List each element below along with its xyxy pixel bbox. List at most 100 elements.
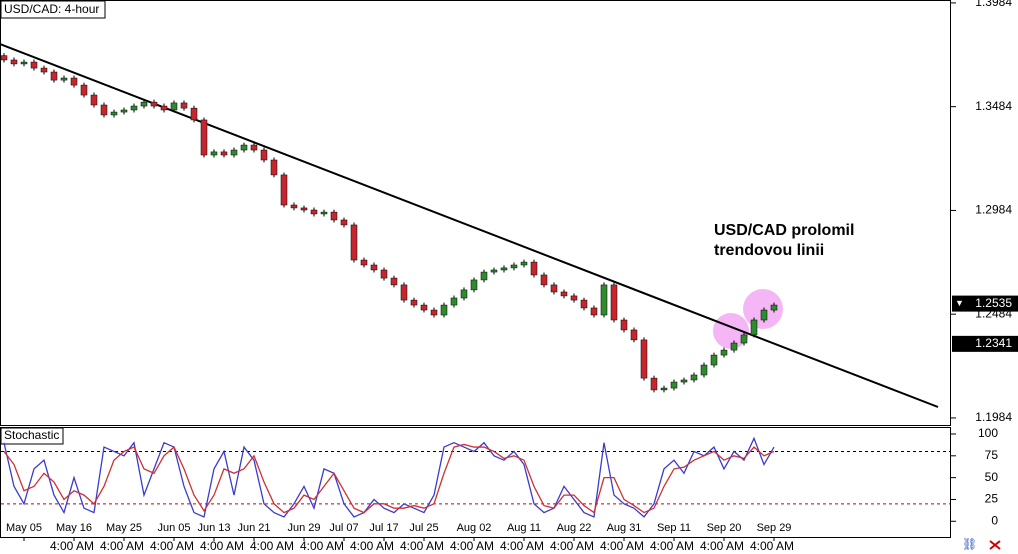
candle-body bbox=[300, 207, 308, 211]
candle-body bbox=[510, 264, 518, 269]
x-tick-label: Aug 22 bbox=[557, 522, 592, 534]
time-label: 4:00 AM bbox=[500, 539, 544, 553]
candle-body bbox=[210, 151, 218, 156]
candle-body bbox=[580, 299, 588, 309]
x-tick-label: May 16 bbox=[56, 522, 92, 534]
time-label: 4:00 AM bbox=[250, 539, 294, 553]
x-tick-label: Jul 17 bbox=[369, 522, 398, 534]
candle-body bbox=[280, 174, 288, 206]
y-tick-label: 100 bbox=[978, 426, 998, 440]
candle-body bbox=[200, 119, 208, 156]
last-price-icon: ▼ bbox=[955, 298, 964, 308]
candle-body bbox=[330, 211, 338, 221]
candle-body bbox=[610, 284, 618, 321]
candle-body bbox=[410, 299, 418, 306]
stoch-title: Stochastic bbox=[4, 428, 59, 442]
y-tick-label: 0 bbox=[991, 513, 998, 527]
time-label: 4:00 AM bbox=[150, 539, 194, 553]
candle-body bbox=[80, 84, 88, 96]
candle-body bbox=[620, 319, 628, 331]
title-box bbox=[0, 0, 106, 19]
candle-body bbox=[230, 149, 238, 156]
candle-body bbox=[550, 284, 558, 293]
candle-body bbox=[710, 354, 718, 366]
candle-body bbox=[250, 144, 258, 151]
x-tick-label: Aug 11 bbox=[507, 522, 541, 534]
candle-body bbox=[640, 339, 648, 379]
candle-body bbox=[190, 107, 198, 121]
link-icon[interactable] bbox=[959, 538, 981, 552]
x-tick-label: Sep 20 bbox=[707, 522, 742, 534]
candle-body bbox=[630, 329, 638, 341]
marker-price-label: 1.2341 bbox=[975, 336, 1012, 350]
candle-body bbox=[350, 224, 358, 261]
candles bbox=[0, 53, 778, 393]
candle-body bbox=[650, 377, 658, 391]
candle-body bbox=[60, 77, 68, 81]
candle-body bbox=[160, 105, 168, 111]
candle-body bbox=[400, 284, 408, 301]
stoch-title-box bbox=[0, 427, 64, 445]
annotation: USD/CAD prolomil bbox=[714, 222, 854, 239]
candle-body bbox=[480, 271, 488, 281]
candle-body bbox=[30, 61, 38, 69]
candle-body bbox=[590, 307, 598, 316]
marker-price-tag bbox=[952, 335, 1018, 352]
x-tick-label: Jun 29 bbox=[287, 522, 320, 534]
close-icon[interactable] bbox=[989, 540, 1001, 550]
candle-body bbox=[700, 364, 708, 376]
x-tick-label: Jul 25 bbox=[409, 522, 438, 534]
time-label: 4:00 AM bbox=[300, 539, 344, 553]
candle-body bbox=[90, 94, 98, 106]
stoch-panel bbox=[0, 427, 951, 538]
x-tick-label: Sep 29 bbox=[757, 522, 792, 534]
y-tick-label: 1.1984 bbox=[975, 410, 1012, 424]
stoch-line bbox=[3, 443, 775, 514]
candle-body bbox=[560, 291, 568, 297]
candle-body bbox=[430, 309, 438, 316]
time-label: 4:00 AM bbox=[600, 539, 644, 553]
candle-body bbox=[440, 304, 448, 316]
candle-body bbox=[690, 374, 698, 381]
candle-body bbox=[750, 319, 758, 336]
y-tick-label: 1.2984 bbox=[975, 203, 1012, 217]
candle-body bbox=[310, 209, 318, 215]
time-label: 4:00 AM bbox=[550, 539, 594, 553]
candle-body bbox=[260, 149, 268, 161]
annotation: trendovou linii bbox=[714, 242, 824, 259]
candle-body bbox=[660, 387, 668, 391]
candle-body bbox=[0, 55, 8, 61]
price-panel bbox=[0, 0, 951, 426]
highlight-circle bbox=[713, 313, 749, 349]
candle-body bbox=[500, 267, 508, 271]
time-label: 4:00 AM bbox=[400, 539, 444, 553]
candle-body bbox=[530, 261, 538, 276]
candle-body bbox=[150, 101, 158, 107]
x-tick-label: Jun 05 bbox=[157, 522, 190, 534]
candle-body bbox=[740, 334, 748, 344]
x-tick-label: Jul 07 bbox=[329, 522, 358, 534]
candle-body bbox=[490, 269, 498, 273]
link-glyph[interactable]: ⛓ bbox=[962, 537, 977, 551]
candle-body bbox=[240, 144, 248, 151]
candle-body bbox=[220, 151, 228, 156]
y-tick-label: 25 bbox=[985, 492, 999, 506]
y-tick-label: 1.3984 bbox=[975, 0, 1012, 9]
candle-body bbox=[600, 284, 608, 316]
chart-title: USD/CAD: 4-hour bbox=[4, 2, 99, 16]
candle-body bbox=[110, 111, 118, 116]
last-price-label: 1.2535 bbox=[975, 296, 1012, 310]
stoch-line bbox=[3, 436, 775, 518]
candle-body bbox=[20, 61, 28, 65]
candle-body bbox=[70, 77, 78, 86]
candle-body bbox=[10, 59, 18, 65]
highlight-circle bbox=[743, 289, 783, 329]
candle-body bbox=[170, 102, 178, 111]
candle-body bbox=[570, 295, 578, 301]
x-tick-label: May 05 bbox=[6, 522, 42, 534]
candle-body bbox=[130, 105, 138, 111]
y-tick-label: 1.3484 bbox=[975, 99, 1012, 113]
candle-body bbox=[760, 309, 768, 321]
